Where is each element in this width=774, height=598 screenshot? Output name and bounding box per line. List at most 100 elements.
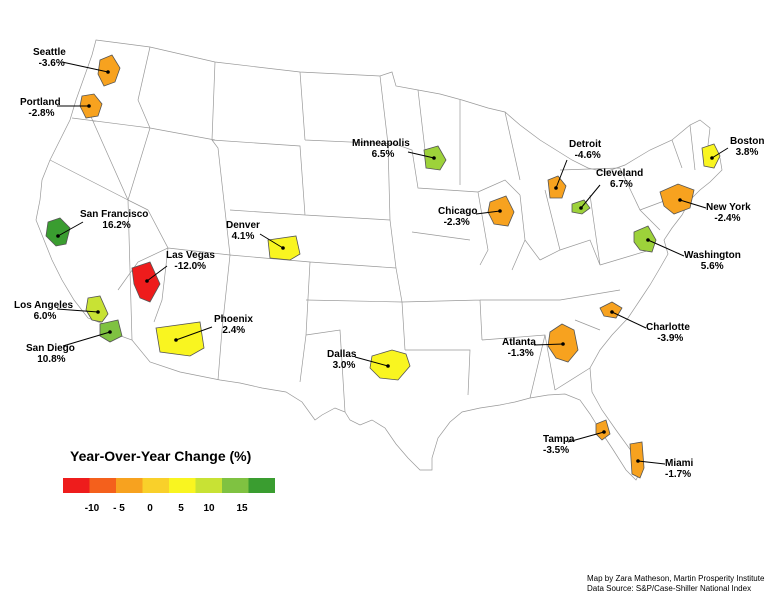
dot-portland [87, 104, 91, 108]
label-boston: Boston [730, 136, 764, 147]
value-charlotte: -3.9% [657, 333, 683, 344]
legend-swatch [169, 478, 196, 493]
leader-san-francisco [57, 221, 84, 237]
value-san-francisco: 16.2% [102, 220, 130, 231]
legend-tick: 10 [203, 503, 215, 514]
label-new-york: New York [706, 202, 751, 213]
label-minneapolis: Minneapolis [352, 138, 410, 149]
region-dallas [369, 349, 411, 381]
legend: Year-Over-Year Change (%) -10 - 5 0 5 10 15 [63, 448, 275, 514]
value-phoenix: 2.4% [222, 325, 245, 336]
dot-minneapolis [432, 156, 436, 160]
legend-swatch [142, 478, 169, 493]
leader-new-york [679, 199, 707, 209]
value-seattle: -3.6% [39, 58, 65, 69]
leader-lines [56, 61, 729, 465]
leader-minneapolis [407, 151, 435, 159]
region-new-york [659, 183, 695, 215]
value-tampa: -3.5% [543, 445, 569, 456]
us-outline [35, 39, 723, 481]
value-minneapolis: 6.5% [372, 149, 395, 160]
label-detroit: Detroit [569, 139, 602, 150]
value-san-diego: 10.8% [37, 354, 65, 365]
legend-swatch [89, 478, 116, 493]
region-los-angeles [85, 295, 109, 323]
legend-swatch [116, 478, 143, 493]
label-tampa: Tampa [543, 434, 575, 445]
state-boundaries [35, 39, 723, 481]
dot-cleveland [579, 206, 583, 210]
value-new-york: -2.4% [714, 213, 740, 224]
label-seattle: Seattle [33, 47, 66, 58]
dot-charlotte [610, 310, 614, 314]
region-tampa [595, 419, 611, 441]
value-denver: 4.1% [232, 231, 255, 242]
legend-tick: - 5 [113, 503, 125, 514]
dot-seattle [106, 70, 110, 74]
dot-atlanta [561, 342, 565, 346]
legend-title: Year-Over-Year Change (%) [70, 448, 251, 464]
dot-los-angeles [96, 310, 100, 314]
label-atlanta: Atlanta [502, 337, 536, 348]
label-dallas: Dallas [327, 349, 357, 360]
dot-detroit [554, 186, 558, 190]
label-los-angeles: Los Angeles [14, 300, 74, 311]
dot-washington [646, 238, 650, 242]
dot-new-york [678, 198, 682, 202]
label-cleveland: Cleveland [596, 168, 643, 179]
value-portland: -2.8% [28, 108, 54, 119]
label-phoenix: Phoenix [214, 314, 253, 325]
dot-miami [636, 459, 640, 463]
region-boston [701, 143, 721, 169]
leader-cleveland [580, 184, 601, 209]
dot-boston [710, 156, 714, 160]
leader-seattle [61, 61, 109, 73]
dot-denver [281, 246, 285, 250]
value-las-vegas: -12.0% [174, 261, 206, 272]
legend-tick: -10 [85, 503, 100, 514]
region-san-francisco [45, 217, 71, 247]
value-chicago: -2.3% [444, 217, 470, 228]
region-washington [633, 225, 657, 253]
state-lines [49, 46, 696, 413]
label-charlotte: Charlotte [646, 322, 690, 333]
label-san-francisco: San Francisco [80, 209, 148, 220]
city-labels: Seattle-3.6% Portland-2.8% San Francisco16… [14, 47, 764, 480]
value-boston: 3.8% [736, 147, 759, 158]
leader-phoenix [175, 326, 213, 341]
value-los-angeles: 6.0% [34, 311, 57, 322]
label-portland: Portland [20, 97, 61, 108]
credit-line-2: Data Source: S&P/Case-Shiller National I… [587, 584, 752, 593]
credit-line-1: Map by Zara Matheson, Martin Prosperity … [587, 574, 765, 583]
legend-tick: 0 [147, 503, 153, 514]
leader-chicago [475, 210, 501, 215]
value-dallas: 3.0% [333, 360, 356, 371]
legend-tick: 15 [236, 503, 248, 514]
city-dots [56, 70, 714, 463]
dot-tampa [602, 430, 606, 434]
leader-tampa [567, 431, 605, 443]
legend-swatch [222, 478, 249, 493]
leader-charlotte [611, 311, 647, 329]
label-las-vegas: Las Vegas [166, 250, 215, 261]
value-detroit: -4.6% [575, 150, 601, 161]
leader-los-angeles [56, 308, 99, 313]
legend-swatch [63, 478, 90, 493]
leader-denver [259, 233, 284, 249]
legend-ticks: -10 - 5 0 5 10 15 [85, 503, 248, 514]
dot-chicago [498, 209, 502, 213]
leader-boston [711, 147, 729, 159]
label-san-diego: San Diego [26, 343, 75, 354]
dot-las-vegas [145, 279, 149, 283]
label-chicago: Chicago [438, 206, 477, 217]
dot-san-diego [108, 330, 112, 334]
value-miami: -1.7% [665, 469, 691, 480]
leader-dallas [354, 356, 389, 367]
label-miami: Miami [665, 458, 694, 469]
leader-san-diego [62, 331, 111, 347]
leader-miami [637, 460, 666, 465]
region-seattle [97, 54, 121, 87]
value-washington: 5.6% [701, 261, 724, 272]
leader-atlanta [533, 343, 564, 346]
value-atlanta: -1.3% [508, 348, 534, 359]
